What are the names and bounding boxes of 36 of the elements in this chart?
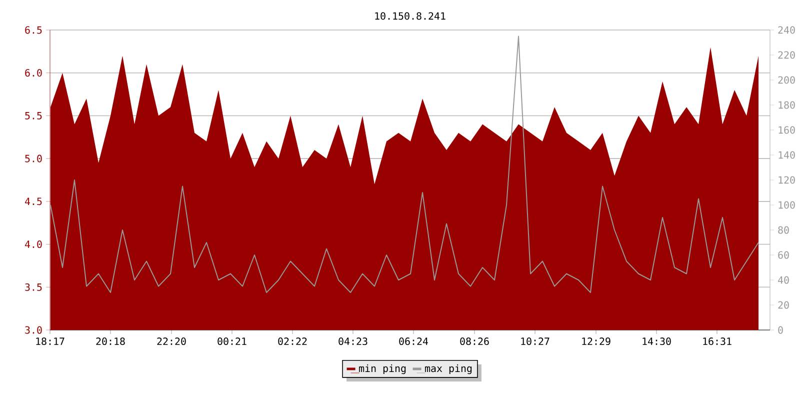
x-tick-label: 14:30: [642, 338, 671, 346]
x-tick-label: 16:31: [703, 338, 732, 346]
y2-tick-label: 160: [778, 126, 795, 134]
y2-tick-label: 0: [778, 326, 783, 334]
legend-label: max ping: [425, 364, 472, 374]
y-tick-label: 3.0: [25, 326, 42, 334]
x-tick-label: 08:26: [460, 338, 489, 346]
y-tick-label: 5.5: [25, 112, 42, 120]
x-tick-label: 12:29: [582, 338, 610, 346]
y-tick-label: 3.5: [25, 283, 42, 291]
x-tick-label: 00:21: [218, 338, 246, 346]
x-tick-label: 18:17: [36, 338, 64, 346]
y2-tick-label: 140: [778, 151, 795, 159]
y2-tick-label: 100: [778, 201, 795, 209]
x-tick-label: 02:22: [278, 338, 307, 346]
legend-label: min ping: [359, 364, 406, 374]
x-tick-label: 22:20: [157, 338, 186, 346]
y-tick-label: 4.0: [24, 240, 42, 248]
y2-tick-label: 80: [778, 226, 789, 234]
x-tick-label: 10:27: [521, 338, 550, 346]
y2-tick-label: 180: [778, 101, 795, 109]
y2-tick-label: 240: [778, 26, 795, 34]
y2-tick-label: 120: [778, 176, 795, 184]
y2-tick-label: 200: [778, 76, 795, 84]
x-tick-label: 04:23: [338, 338, 368, 346]
y-tick-label: 6.0: [25, 69, 42, 77]
y2-tick-label: 40: [778, 276, 789, 284]
y2-tick-label: 220: [778, 51, 795, 59]
chart-title: 10.150.8.241: [375, 12, 446, 20]
y-tick-label: 4.5: [24, 198, 42, 206]
y-tick-label: 5.0: [25, 154, 42, 162]
x-tick-label: 20:18: [96, 338, 125, 346]
y2-tick-label: 60: [778, 251, 789, 259]
y-tick-label: 6.5: [25, 26, 42, 34]
x-tick-label: 06:24: [399, 338, 428, 346]
y2-tick-label: 20: [778, 301, 789, 309]
